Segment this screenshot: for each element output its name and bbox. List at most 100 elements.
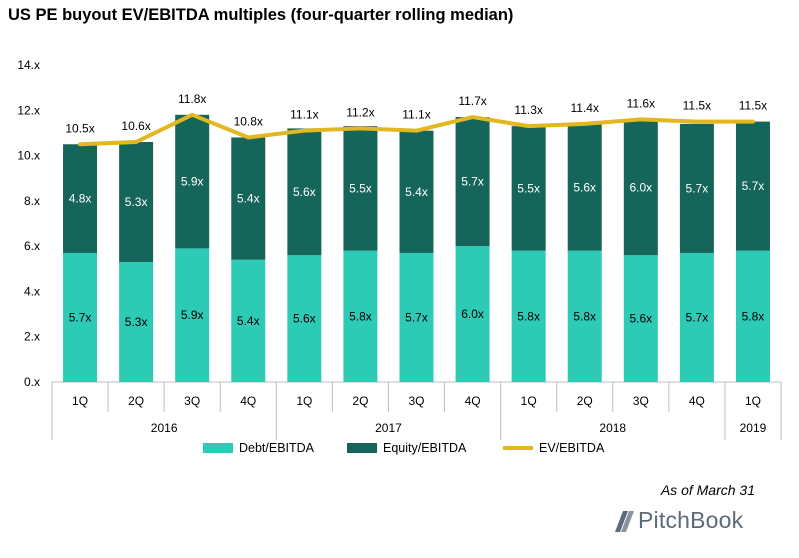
data-label-debt: 5.7x — [405, 310, 428, 324]
bar-debt — [343, 250, 378, 382]
bar-debt — [623, 255, 658, 382]
bar-debt — [63, 252, 98, 382]
stacked-bar-line-chart: 0.x 2.x 4.x 6.x 8.x 10.x 12.x 14.x 5.7x 4.8x 5.3x 5… — [17, 58, 782, 440]
x-tick-label: 4Q — [465, 394, 481, 408]
bar-debt — [679, 252, 714, 382]
bar-debt — [119, 261, 154, 382]
y-tick-label: 8.x — [24, 194, 40, 208]
data-label-equity: 5.6x — [293, 185, 316, 199]
bar-equity — [231, 137, 266, 260]
chart-title: US PE buyout EV/EBITDA multiples (four-q… — [8, 6, 514, 24]
as-of-note: As of March 31 — [660, 482, 755, 498]
data-label-equity: 5.7x — [742, 179, 765, 193]
data-label-ev: 10.8x — [234, 114, 263, 128]
data-label-equity: 5.7x — [686, 181, 709, 195]
data-label-ev: 10.5x — [65, 121, 94, 135]
x-tick-label: 1Q — [745, 394, 761, 408]
legend-label-equity: Equity/EBITDA — [383, 441, 467, 455]
year-group-label: 2016 — [151, 421, 178, 435]
bar-equity — [679, 123, 714, 253]
legend-swatch-ev — [503, 446, 533, 450]
y-tick-label: 4.x — [24, 284, 40, 298]
data-label-debt: 5.8x — [573, 309, 596, 323]
data-label-debt: 5.8x — [349, 309, 372, 323]
data-label-ev: 11.8x — [178, 92, 206, 106]
year-group-label: 2017 — [375, 421, 402, 435]
x-tick-label: 2Q — [128, 394, 144, 408]
data-label-equity: 5.6x — [573, 180, 596, 194]
bar-equity — [399, 130, 434, 253]
data-label-debt: 5.6x — [629, 312, 652, 326]
data-label-ev: 11.7x — [458, 94, 486, 108]
data-label-ev: 11.5x — [683, 99, 711, 113]
x-tick-label: 3Q — [408, 394, 424, 408]
bar-equity — [63, 144, 98, 253]
data-label-debt: 5.7x — [686, 310, 709, 324]
bar-debt — [511, 250, 546, 382]
bar-equity — [343, 126, 378, 251]
x-tick-label: 2Q — [352, 394, 368, 408]
pitchbook-logo: PitchBook — [612, 507, 743, 534]
data-label-equity: 5.5x — [349, 181, 372, 195]
data-label-ev: 11.2x — [346, 105, 374, 119]
bar-equity — [287, 128, 322, 256]
pitchbook-logo-text: PitchBook — [638, 507, 744, 533]
bar-equity — [511, 126, 546, 251]
data-label-debt: 6.0x — [461, 307, 484, 321]
year-group-label: 2019 — [740, 421, 767, 435]
data-label-ev: 11.4x — [570, 101, 598, 115]
bar-debt — [287, 255, 322, 382]
y-tick-label: 0.x — [24, 375, 40, 389]
data-label-debt: 5.9x — [181, 308, 204, 322]
bar-equity — [175, 114, 210, 249]
year-group-label: 2018 — [599, 421, 626, 435]
data-label-equity: 5.4x — [237, 192, 260, 206]
legend-label-ev: EV/EBITDA — [539, 441, 605, 455]
legend-swatch-debt — [203, 443, 233, 453]
data-label-equity: 5.5x — [517, 181, 540, 195]
y-tick-label: 2.x — [24, 330, 40, 344]
data-label-equity: 4.8x — [69, 192, 92, 206]
data-label-debt: 5.4x — [237, 314, 260, 328]
data-label-ev: 11.3x — [514, 103, 542, 117]
bar-equity — [567, 123, 602, 251]
data-label-equity: 5.4x — [405, 185, 428, 199]
legend-item-equity: Equity/EBITDA — [347, 441, 466, 455]
bar-equity — [119, 141, 154, 262]
pitchbook-logo-icon — [615, 510, 634, 532]
y-tick-label: 12.x — [17, 103, 40, 117]
data-label-debt: 5.3x — [125, 315, 148, 329]
bar-debt — [455, 246, 490, 382]
data-label-debt: 5.8x — [742, 309, 765, 323]
legend-swatch-equity — [347, 443, 377, 453]
x-tick-label: 2Q — [577, 394, 593, 408]
legend-item-debt: Debt/EBITDA — [203, 441, 314, 455]
x-tick-label: 1Q — [296, 394, 312, 408]
x-tick-label: 4Q — [689, 394, 705, 408]
bar-debt — [175, 248, 210, 382]
y-tick-label: 10.x — [17, 149, 40, 163]
x-tick-label: 1Q — [521, 394, 537, 408]
bar-debt — [399, 252, 434, 382]
bar-debt — [735, 250, 770, 382]
legend: Debt/EBITDA Equity/EBITDA EV/EBITDA — [0, 441, 799, 461]
bar-debt — [231, 259, 266, 382]
x-tick-label: 3Q — [633, 394, 649, 408]
data-label-ev: 11.5x — [739, 99, 767, 113]
data-label-debt: 5.8x — [517, 309, 540, 323]
bar-equity — [735, 121, 770, 251]
data-label-equity: 5.7x — [461, 175, 484, 189]
legend-item-ev: EV/EBITDA — [503, 441, 604, 455]
data-label-ev: 11.1x — [402, 108, 430, 122]
data-label-equity: 6.0x — [629, 180, 652, 194]
bar-equity — [455, 117, 490, 247]
data-label-equity: 5.3x — [125, 195, 148, 209]
data-label-ev: 10.6x — [121, 119, 150, 133]
data-label-ev: 11.1x — [290, 108, 318, 122]
y-tick-label: 14.x — [17, 58, 40, 72]
legend-label-debt: Debt/EBITDA — [239, 441, 315, 455]
bar-equity — [623, 119, 658, 256]
y-tick-label: 6.x — [24, 239, 40, 253]
x-tick-label: 4Q — [240, 394, 256, 408]
x-tick-label: 3Q — [184, 394, 200, 408]
